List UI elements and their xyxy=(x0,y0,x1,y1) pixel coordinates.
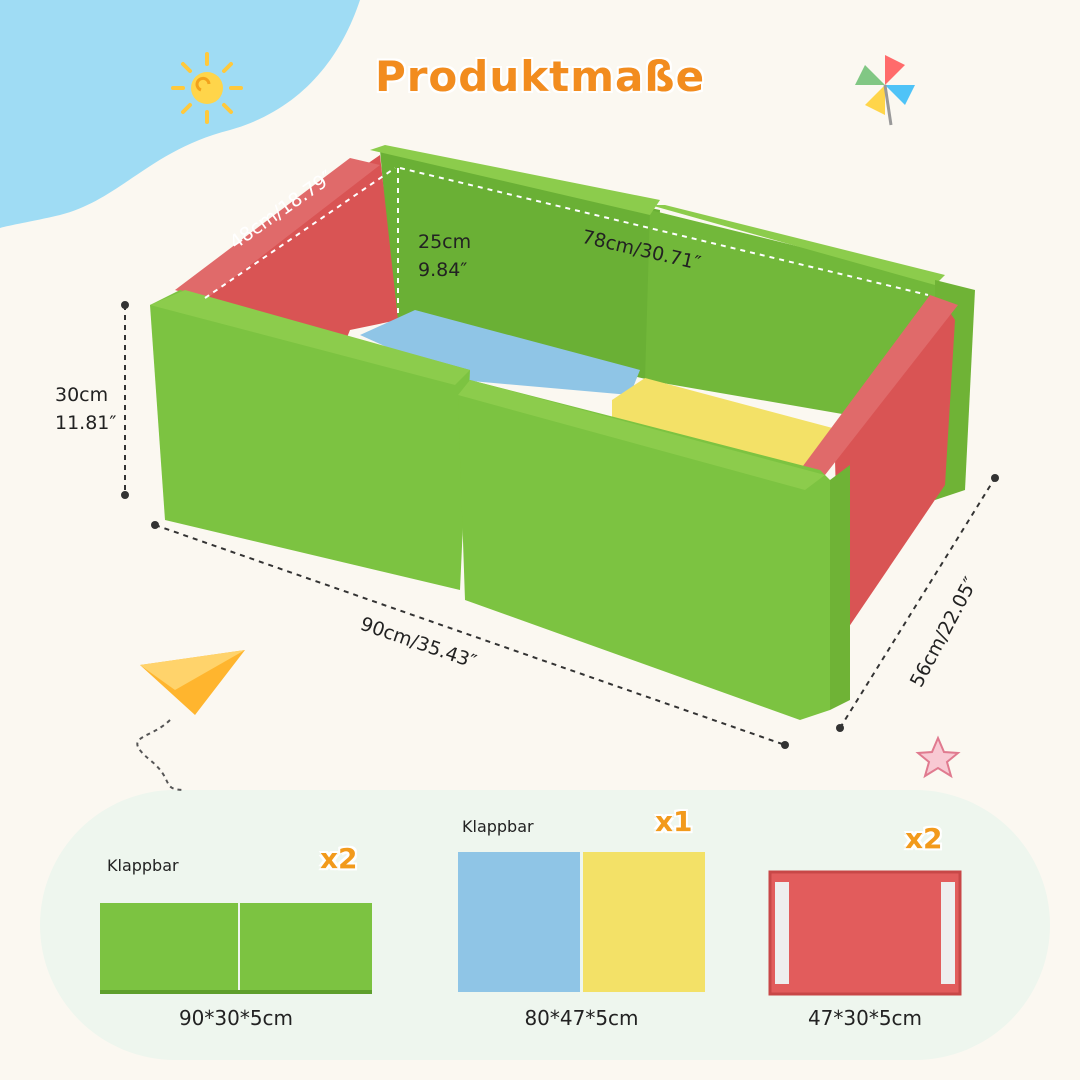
part-blue-mat xyxy=(458,852,580,992)
part-yellow-mat xyxy=(583,852,705,992)
right-wall xyxy=(835,305,955,640)
part1-count: x2 xyxy=(320,842,358,875)
inner-dimension-lines xyxy=(204,167,929,318)
dimension-lines xyxy=(124,305,996,746)
star-icon xyxy=(915,735,961,779)
page-title: Produktmaße xyxy=(374,52,706,101)
dim-inner-height-cm: 25cm xyxy=(418,231,472,253)
part-green-panel-right xyxy=(240,903,372,993)
paper-plane-icon xyxy=(136,650,245,791)
part-red-panel xyxy=(768,870,962,996)
dim-inner-height-in: 9.84″ xyxy=(418,259,468,281)
sun-icon xyxy=(171,52,243,124)
part-green-panel-left xyxy=(100,903,238,993)
part3-count: x2 xyxy=(905,822,943,855)
blue-mat xyxy=(360,310,640,395)
yellow-mat xyxy=(612,378,840,470)
pinwheel-icon xyxy=(855,55,915,126)
part2-label: Klappbar xyxy=(462,817,534,836)
part3-size: 47*30*5cm xyxy=(807,1006,923,1030)
right-end-cap xyxy=(830,465,850,710)
part1-label: Klappbar xyxy=(107,856,179,875)
dim-outer-height-cm: 30cm xyxy=(55,384,109,406)
dim-outer-height-in: 11.81″ xyxy=(55,412,117,434)
back-wall-right xyxy=(645,210,935,430)
part2-count: x1 xyxy=(655,805,693,838)
part1-size: 90*30*5cm xyxy=(178,1006,294,1030)
background-blob xyxy=(0,0,360,228)
part2-size: 80*47*5cm xyxy=(524,1006,639,1030)
